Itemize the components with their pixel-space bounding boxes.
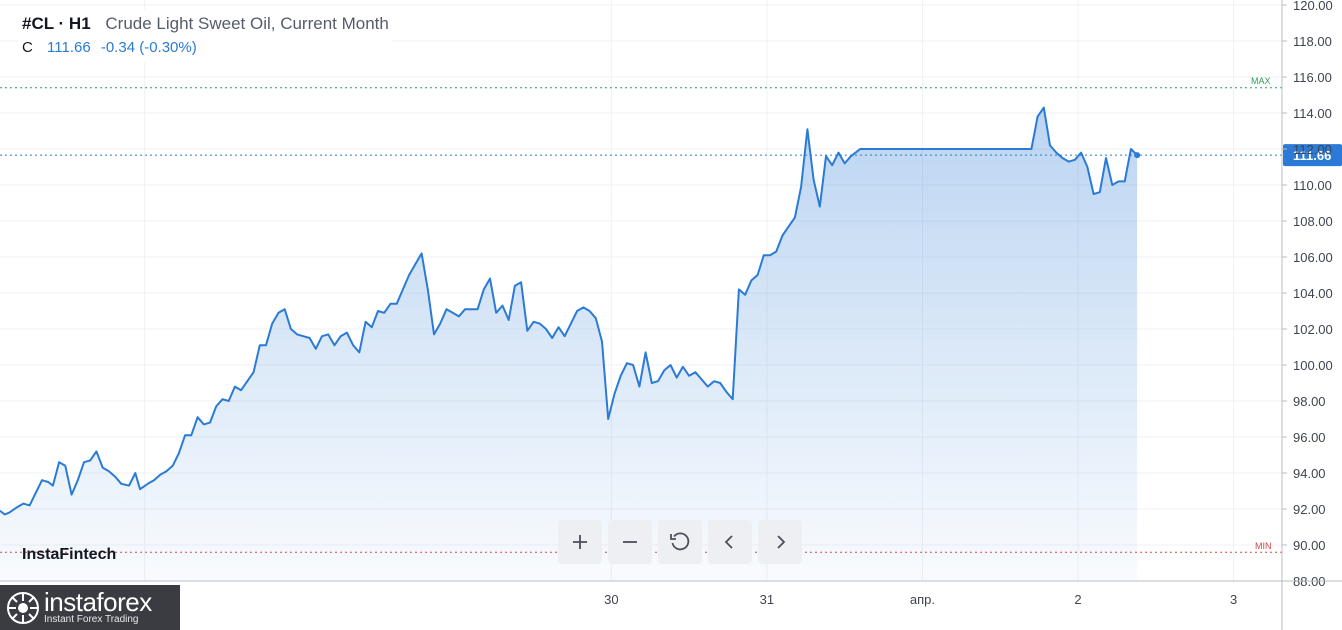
scroll-left-button[interactable] — [708, 520, 752, 564]
y-tick-label: 98.00 — [1293, 394, 1326, 409]
y-tick-label: 94.00 — [1293, 466, 1326, 481]
min-label: MIN — [1255, 541, 1272, 551]
y-tick-label: 100.00 — [1293, 358, 1333, 373]
change-value: -0.34 (-0.30%) — [100, 39, 197, 56]
brand-logo[interactable]: instaforex Instant Forex Trading — [0, 585, 180, 630]
y-tick-label: 90.00 — [1293, 538, 1326, 553]
logo-icon — [7, 591, 39, 624]
chart-header: #CL · H1 Crude Light Sweet Oil, Current … — [18, 10, 393, 62]
y-tick-label: 102.00 — [1293, 322, 1333, 337]
y-tick-label: 104.00 — [1293, 286, 1333, 301]
logo-tagline: Instant Forex Trading — [44, 613, 139, 625]
x-tick-label: 2 — [1074, 592, 1081, 607]
close-value: 111.66 — [47, 39, 91, 56]
y-tick-label: 92.00 — [1293, 502, 1326, 517]
y-tick-label: 120.00 — [1293, 0, 1333, 13]
x-tick-label: 30 — [604, 592, 618, 607]
y-tick-label: 110.00 — [1293, 178, 1332, 193]
y-tick-label: 106.00 — [1293, 250, 1333, 265]
y-tick-label: 116.00 — [1293, 70, 1332, 85]
zoom-in-button[interactable] — [558, 520, 602, 564]
plus-icon — [573, 535, 587, 549]
logo-name: instaforex — [44, 586, 152, 617]
instrument-name: Crude Light Sweet Oil, Current Month — [105, 14, 389, 33]
x-tick-label: 3 — [1230, 592, 1237, 607]
symbol-label: #CL · H1 — [22, 14, 91, 33]
y-tick-label: 96.00 — [1293, 430, 1326, 445]
chart-controls — [558, 520, 802, 564]
price-area-fill — [0, 107, 1138, 581]
y-tick-label: 114.00 — [1293, 106, 1332, 121]
y-tick-label: 108.00 — [1293, 214, 1333, 229]
minus-icon — [623, 541, 637, 543]
price-line — [0, 106, 1138, 516]
y-tick-label: 118.00 — [1293, 34, 1332, 49]
price-area — [0, 106, 1141, 581]
x-tick-label: апр. — [910, 592, 935, 607]
reset-button[interactable] — [658, 520, 702, 564]
grid-lines — [0, 0, 1282, 582]
chevron-right-icon — [777, 535, 786, 549]
watermark-label: InstaFintech — [22, 546, 117, 563]
max-label: MAX — [1251, 76, 1271, 86]
zoom-out-button[interactable] — [608, 520, 652, 564]
y-tick-label: 112.00 — [1293, 142, 1332, 157]
chevron-left-icon — [724, 535, 733, 549]
reset-icon — [670, 532, 690, 551]
scroll-right-button[interactable] — [758, 520, 802, 564]
x-tick-label: 31 — [760, 592, 774, 607]
last-price-dot — [1134, 152, 1141, 159]
current-price-label: 111.66 — [1293, 148, 1331, 163]
current-price-badge — [1283, 144, 1342, 167]
close-label: C — [22, 39, 33, 56]
